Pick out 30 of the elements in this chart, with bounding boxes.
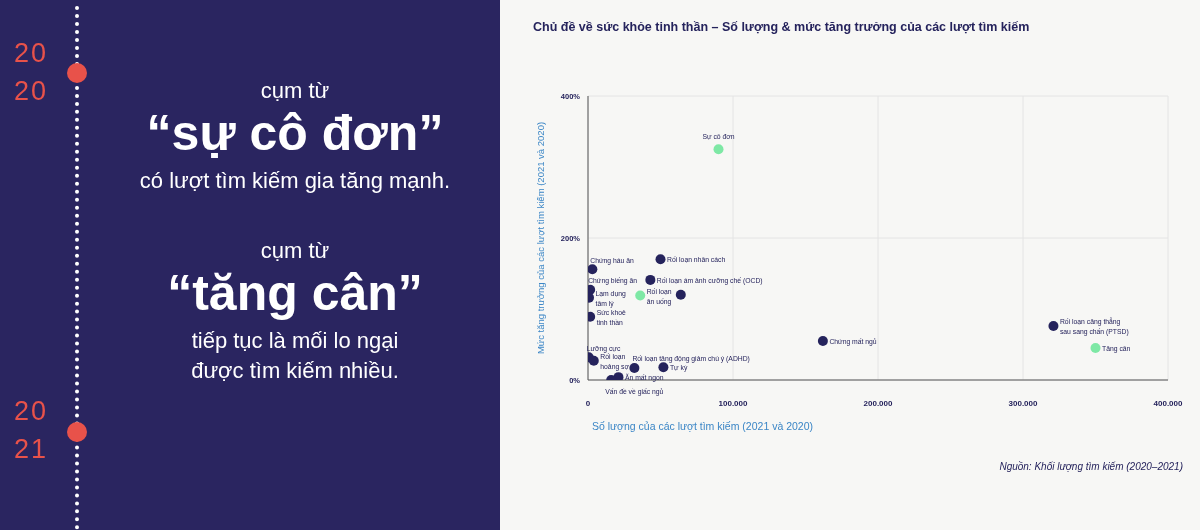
text: “tăng cân” bbox=[166, 264, 424, 322]
y-axis-title: Mức tăng trưởng của các lượt tìm kiếm (2021 và 2020) bbox=[534, 121, 546, 355]
text: có lượt tìm kiếm gia tăng mạnh. bbox=[138, 168, 452, 194]
text: 2021 bbox=[14, 395, 50, 466]
text: cụm từ bbox=[259, 78, 331, 104]
point bbox=[658, 362, 669, 373]
point bbox=[675, 289, 686, 300]
x-tick-label: 0 bbox=[585, 398, 591, 408]
point bbox=[1090, 343, 1101, 354]
x-tick-label: 400.000 bbox=[1153, 398, 1184, 408]
x-tick-label: 300.000 bbox=[1008, 398, 1039, 408]
point bbox=[713, 144, 724, 155]
text: cụm từ bbox=[259, 238, 331, 264]
chart-title: Chủ đề về sức khỏe tinh thần – Số lượng & mức tăng trưởng của các lượt tìm kiếm bbox=[533, 20, 1030, 34]
point bbox=[588, 264, 598, 275]
text: tiếp tục là mối lo ngại được tìm kiếm nhiều. bbox=[190, 327, 400, 385]
point bbox=[817, 335, 828, 346]
x-tick-label: 100.000 bbox=[718, 398, 749, 408]
point bbox=[588, 355, 599, 366]
point bbox=[635, 290, 646, 301]
point bbox=[655, 254, 666, 265]
point bbox=[629, 362, 640, 373]
x-axis-title: Số lượng của các lượt tìm kiếm (2021 và 2020) bbox=[592, 420, 814, 432]
text: Nguồn: Khối lượng tìm kiếm (2020–2021) bbox=[999, 461, 1183, 472]
x-tick-label: 200.000 bbox=[863, 398, 894, 408]
text: 2020 bbox=[14, 37, 50, 108]
point bbox=[588, 311, 596, 322]
point bbox=[1048, 321, 1059, 332]
text: “sự cô đơn” bbox=[145, 104, 445, 162]
point bbox=[645, 274, 656, 285]
